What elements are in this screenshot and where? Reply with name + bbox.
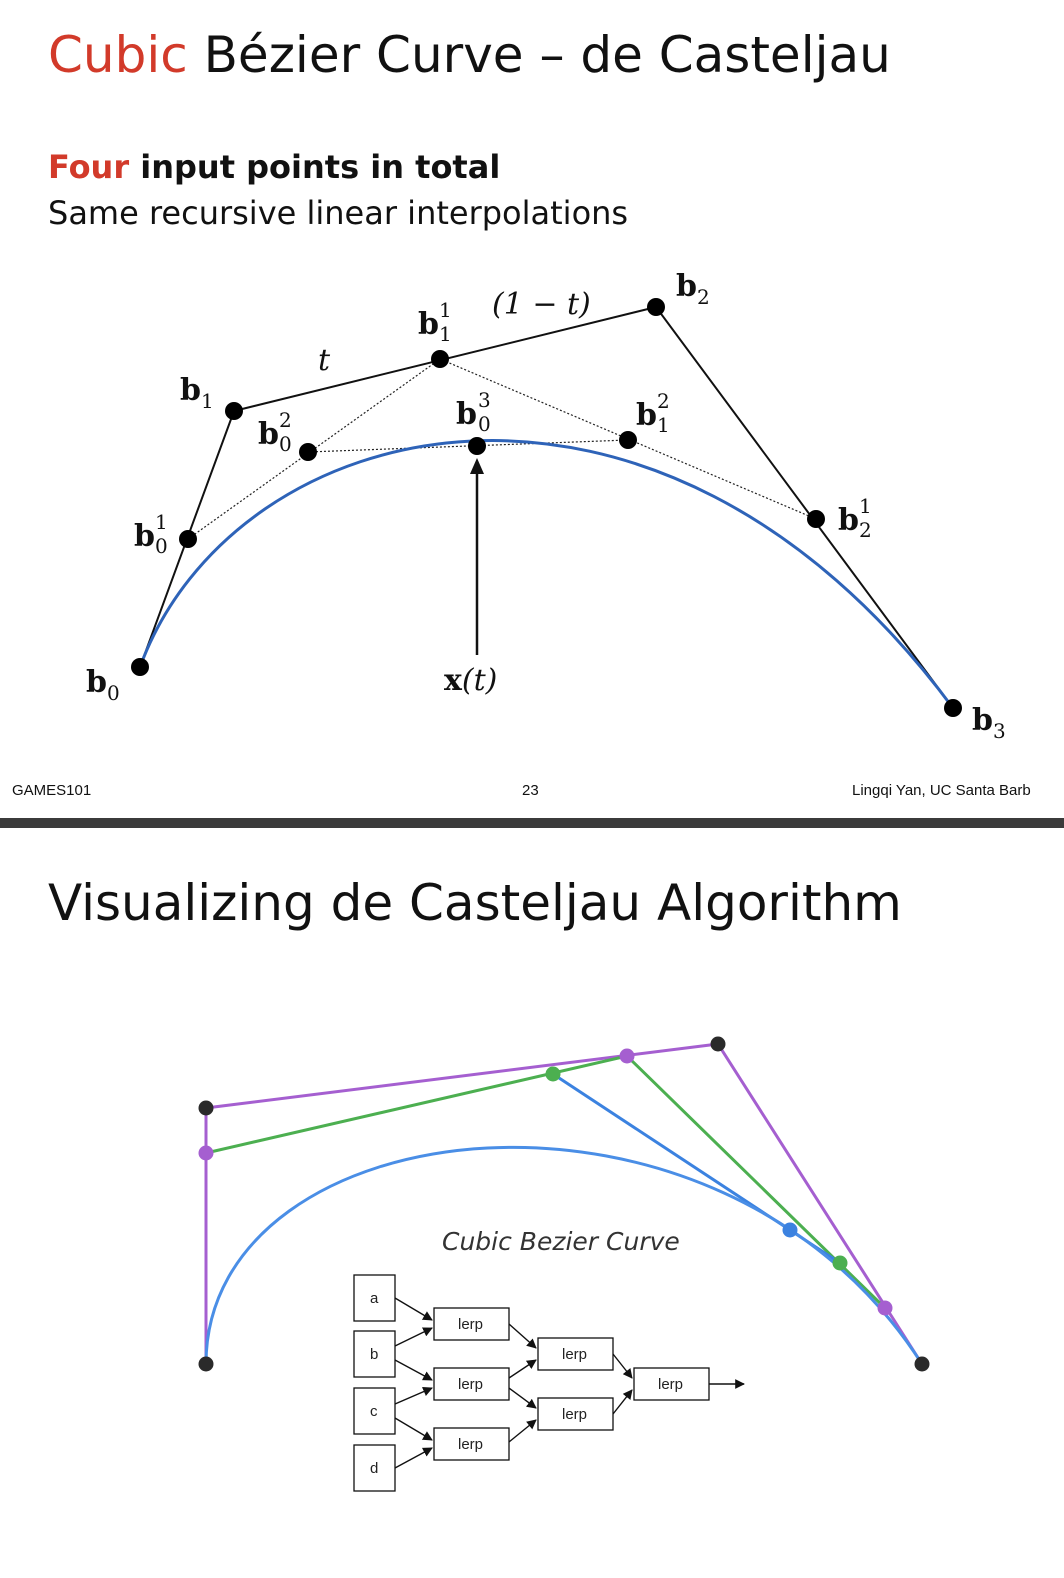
label-t: t xyxy=(318,343,331,378)
lerp-box-l1b xyxy=(433,1367,510,1401)
point-b02 xyxy=(299,443,317,461)
input-label-d: d xyxy=(370,1460,378,1477)
viz-point-p0 xyxy=(198,1356,214,1372)
input-box-b xyxy=(353,1330,396,1378)
svg-text:2: 2 xyxy=(657,389,670,413)
slide1-title: Cubic Bézier Curve – de Casteljau xyxy=(48,26,891,84)
input-label-c: c xyxy=(370,1403,378,1420)
label-b11: b 1 1 xyxy=(418,298,452,346)
lerp-label: lerp xyxy=(562,1346,587,1363)
svg-text:1: 1 xyxy=(859,494,872,518)
label-b21: b 1 2 xyxy=(838,494,872,542)
bezier-curve xyxy=(138,439,955,709)
label-x-of-t: x(t) xyxy=(444,663,497,698)
control-polygon xyxy=(139,305,954,709)
input-box-a xyxy=(353,1274,396,1322)
point-b01 xyxy=(179,530,197,548)
label-b1: b1 xyxy=(180,373,214,413)
slide2-title: Visualizing de Casteljau Algorithm xyxy=(48,874,902,932)
svg-text:0: 0 xyxy=(279,432,292,456)
point-b03 xyxy=(468,437,486,455)
svg-text:b: b xyxy=(838,503,859,538)
lerp-label: lerp xyxy=(458,1376,483,1393)
slide-visualizing: Visualizing de Casteljau Algorithm xyxy=(0,830,1064,1578)
label-b03: b 3 0 xyxy=(456,388,491,436)
lerp-box-l2a xyxy=(537,1337,614,1371)
lerp-label: lerp xyxy=(658,1376,683,1393)
svg-text:b: b xyxy=(456,397,477,432)
footer-author: Lingqi Yan, UC Santa Barb xyxy=(852,782,1031,799)
viz-point-r1 xyxy=(832,1255,848,1271)
subtitle-line1: Four input points in total xyxy=(48,148,500,186)
svg-text:b: b xyxy=(134,519,155,554)
xt-arrow-head xyxy=(470,458,484,474)
subtitle-line2: Same recursive linear interpolations xyxy=(48,194,629,232)
input-box-d xyxy=(353,1444,396,1492)
lerp-labels: a b c d lerp lerp lerp lerp lerp lerp xyxy=(370,1290,683,1477)
lerp-label: lerp xyxy=(562,1406,587,1423)
lerp-box-l3 xyxy=(633,1367,710,1401)
viz-point-p3 xyxy=(914,1356,930,1372)
subtitle-accent: Four xyxy=(48,148,130,186)
viz-control-polygon xyxy=(204,1042,924,1365)
footer-page-number: 23 xyxy=(522,782,539,799)
label-b12: b 2 1 xyxy=(636,389,670,437)
lerp-flow xyxy=(353,1274,710,1492)
point-b2 xyxy=(647,298,665,316)
label-b3: b3 xyxy=(972,703,1006,743)
svg-text:0: 0 xyxy=(155,534,168,558)
point-b11 xyxy=(431,350,449,368)
svg-text:2: 2 xyxy=(279,408,292,432)
svg-text:1: 1 xyxy=(657,413,670,437)
viz-point-q0 xyxy=(198,1145,214,1161)
slide-divider xyxy=(0,816,1064,830)
svg-text:3: 3 xyxy=(478,388,491,412)
svg-text:2: 2 xyxy=(859,518,872,542)
lerp-box-l1c xyxy=(433,1427,510,1461)
label-b01: b 1 0 xyxy=(134,510,168,558)
point-b21 xyxy=(807,510,825,528)
svg-text:1: 1 xyxy=(439,298,452,322)
title-rest: Bézier Curve – de Casteljau xyxy=(187,26,891,84)
footer-course: GAMES101 xyxy=(12,782,92,799)
lerp-arrows xyxy=(394,1297,745,1469)
viz-bezier-curve xyxy=(204,1145,924,1365)
point-b0 xyxy=(131,658,149,676)
lerp-label: lerp xyxy=(458,1316,483,1333)
svg-text:1: 1 xyxy=(155,510,168,534)
visualization-diagram: Cubic Bezier Curve xyxy=(198,1036,930,1492)
input-label-b: b xyxy=(370,1346,378,1363)
input-label-a: a xyxy=(370,1290,379,1307)
input-box-c xyxy=(353,1387,396,1435)
svg-text:b: b xyxy=(418,307,439,342)
point-b3 xyxy=(944,699,962,717)
lerp-label: lerp xyxy=(458,1436,483,1453)
viz-point-r0 xyxy=(545,1066,561,1082)
svg-text:1: 1 xyxy=(439,322,452,346)
diagram-caption: Cubic Bezier Curve xyxy=(442,1227,680,1256)
viz-point-p1 xyxy=(198,1100,214,1116)
label-b0: b0 xyxy=(86,665,120,705)
svg-text:b: b xyxy=(636,398,657,433)
label-b02: b 2 0 xyxy=(258,408,292,456)
viz-point-q1 xyxy=(619,1048,635,1064)
viz-point-q2 xyxy=(877,1300,893,1316)
lerp-box-l1a xyxy=(433,1307,510,1341)
svg-text:b: b xyxy=(258,417,279,452)
svg-text:0: 0 xyxy=(478,412,491,436)
label-b2: b2 xyxy=(676,269,710,309)
slide-cubic-bezier: Cubic Bézier Curve – de Casteljau Four i… xyxy=(12,26,1031,799)
viz-point-p2 xyxy=(710,1036,726,1052)
title-accent: Cubic xyxy=(48,26,188,84)
de-casteljau-diagram: b0 b1 b2 b3 b 1 0 b 1 1 b 1 2 b 2 0 b 2 … xyxy=(86,269,1006,743)
viz-point-s xyxy=(782,1222,798,1238)
subtitle-bold-rest: input points in total xyxy=(129,148,501,186)
point-b1 xyxy=(225,402,243,420)
label-one-minus-t: (1 − t) xyxy=(492,287,591,322)
point-b12 xyxy=(619,431,637,449)
